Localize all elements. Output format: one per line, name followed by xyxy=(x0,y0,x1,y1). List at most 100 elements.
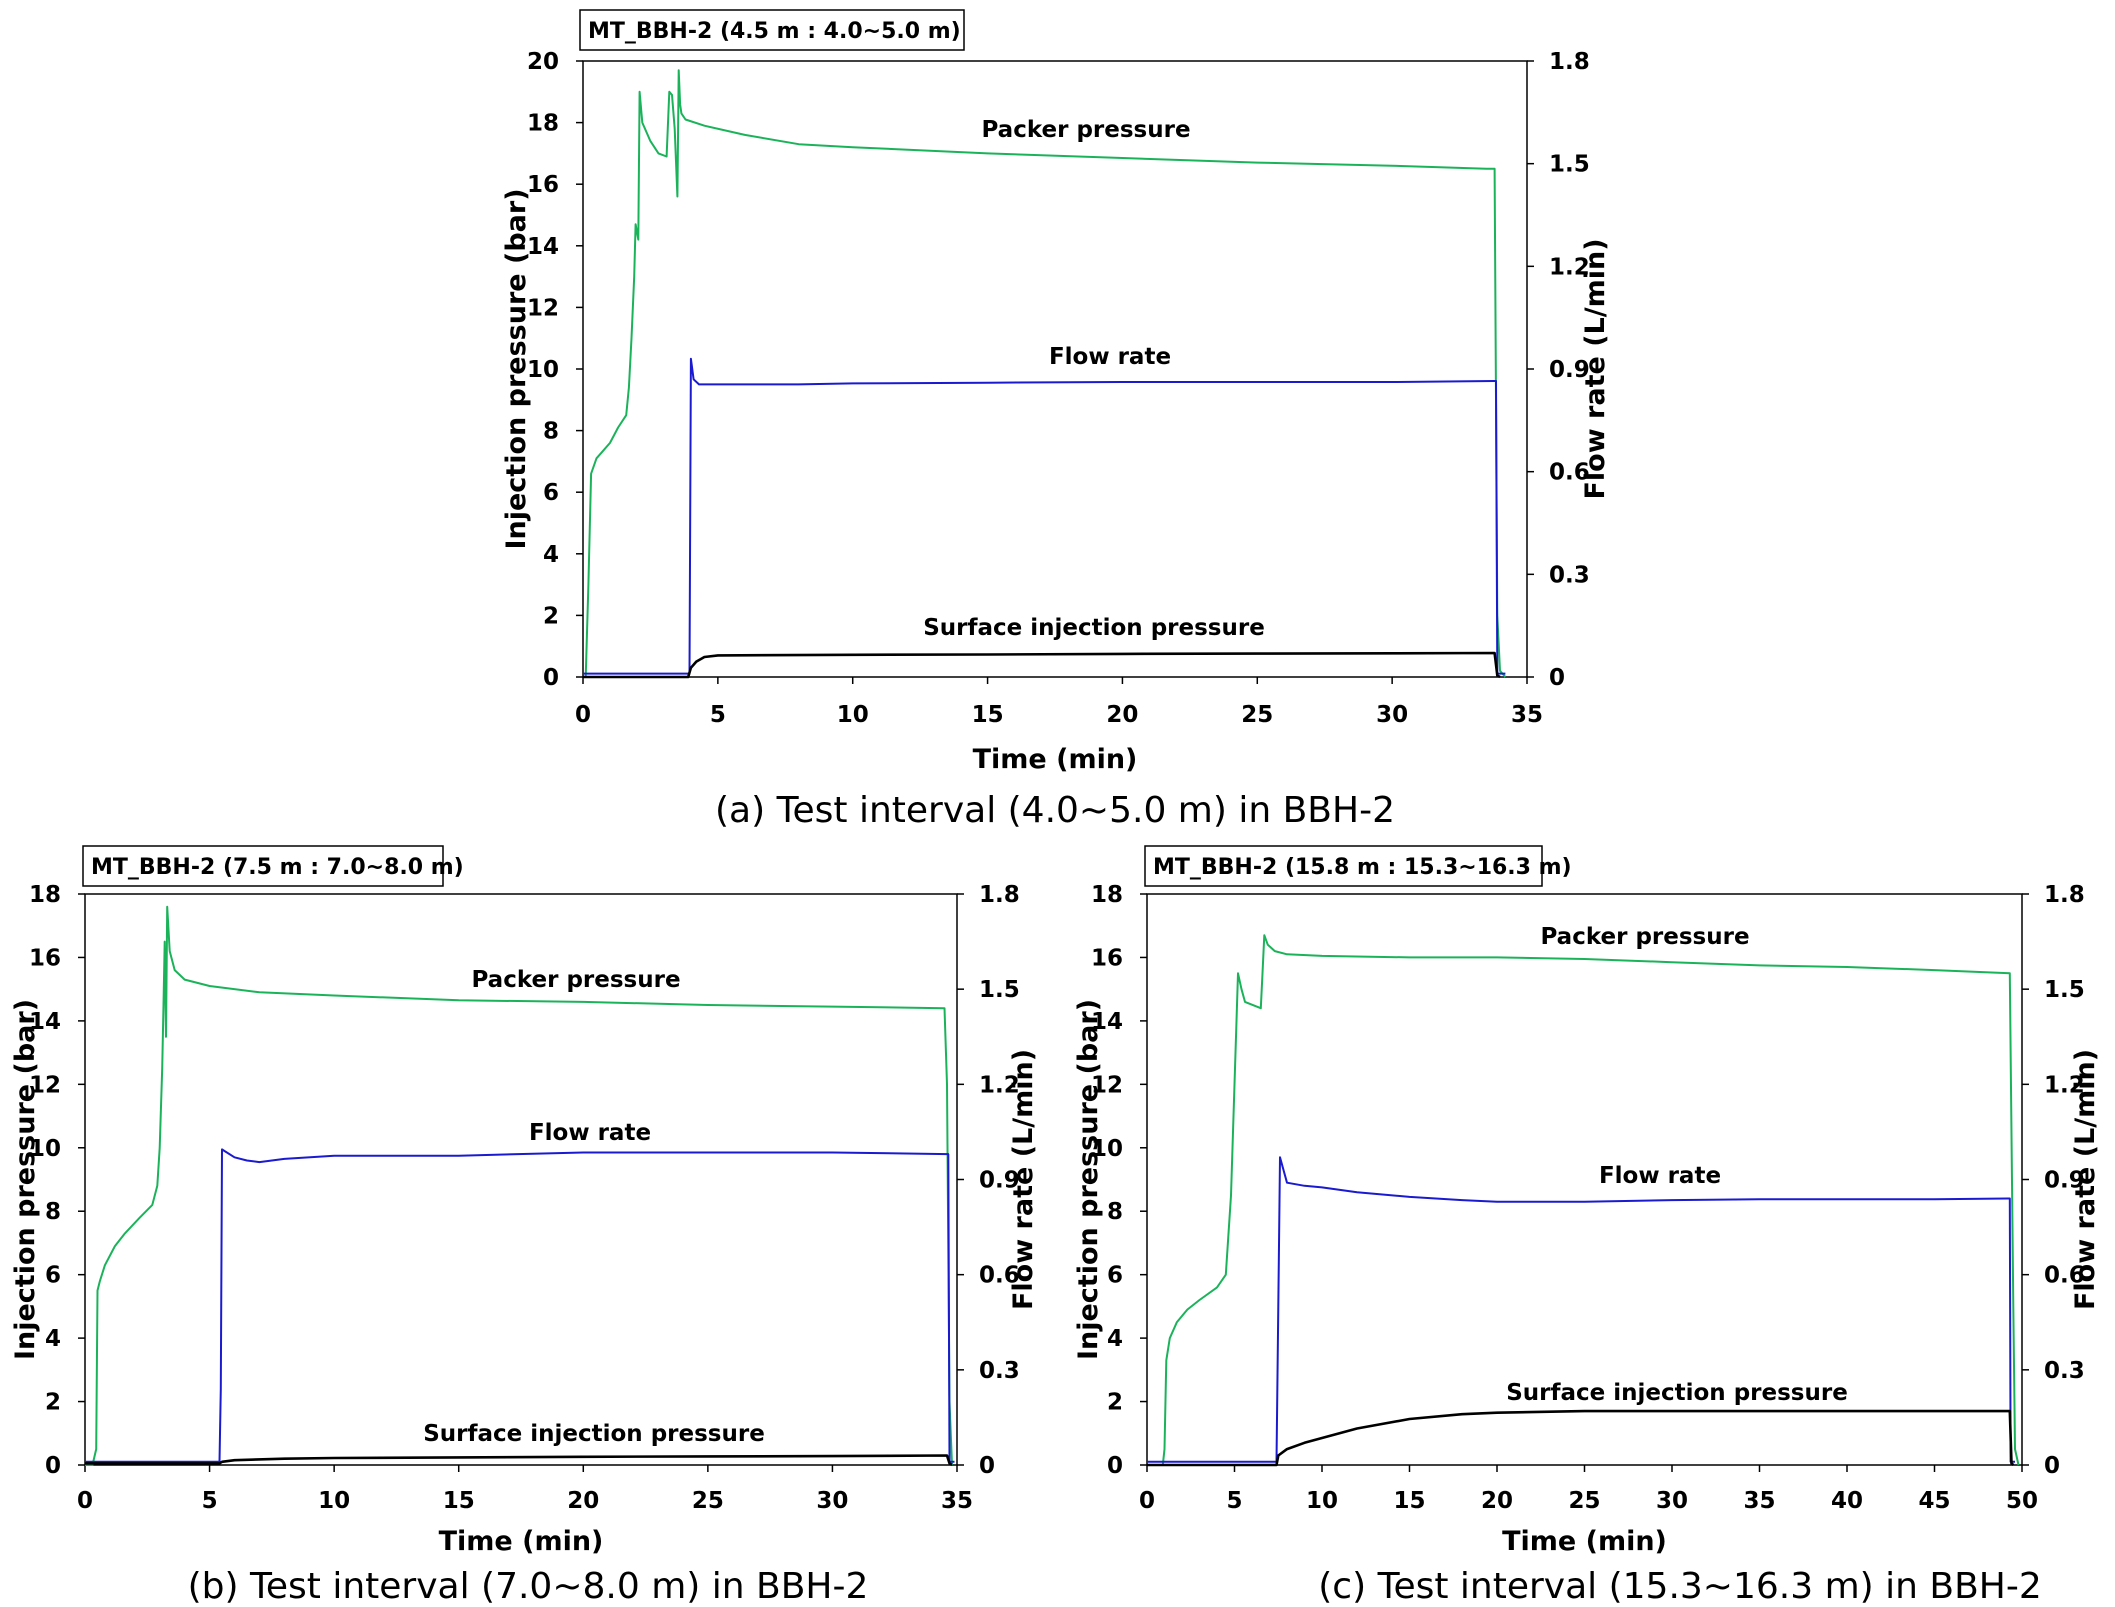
x-tick-label: 40 xyxy=(1831,1488,1863,1514)
y2-tick-label: 1.8 xyxy=(979,882,1020,908)
y-tick-label: 10 xyxy=(29,1136,61,1162)
y-tick-label: 12 xyxy=(29,1072,61,1098)
y-tick-label: 2 xyxy=(543,603,559,629)
series-annotation: Packer pressure xyxy=(1540,924,1749,950)
x-tick-label: 35 xyxy=(1743,1488,1775,1514)
y2-tick-label: 0.6 xyxy=(2044,1263,2085,1289)
y-tick-label: 18 xyxy=(29,882,61,908)
surface-injection-pressure-line xyxy=(1147,1409,2015,1467)
y2-tick-label: 1.2 xyxy=(1549,254,1590,280)
series-annotation: Flow rate xyxy=(1599,1163,1721,1189)
y-tick-label: 4 xyxy=(1107,1326,1123,1352)
x-tick-label: 45 xyxy=(1918,1488,1950,1514)
surface-injection-pressure-line xyxy=(85,1454,953,1467)
x-tick-label: 15 xyxy=(443,1488,475,1514)
chart-title-box xyxy=(579,9,965,51)
y-tick-label: 4 xyxy=(45,1326,61,1352)
x-tick-label: 30 xyxy=(816,1488,848,1514)
x-tick-label: 30 xyxy=(1656,1488,1688,1514)
y2-axis-title: Flow rate (L/min) xyxy=(1580,238,1611,499)
chart-title: MT_BBH-2 (15.8 m : 15.3~16.3 m) xyxy=(1153,855,1572,880)
y-tick-label: 8 xyxy=(45,1199,61,1225)
x-tick-label: 20 xyxy=(1481,1488,1513,1514)
y-tick-label: 8 xyxy=(543,419,559,445)
series-annotation: Flow rate xyxy=(529,1120,651,1146)
y2-tick-label: 0.9 xyxy=(2044,1168,2085,1194)
y2-tick-label: 1.2 xyxy=(979,1072,1020,1098)
y-tick-label: 0 xyxy=(45,1453,61,1479)
x-tick-label: 35 xyxy=(941,1488,973,1514)
y2-tick-label: 0 xyxy=(1549,665,1565,691)
x-tick-label: 0 xyxy=(77,1488,93,1514)
series-annotation: Surface injection pressure xyxy=(923,615,1265,641)
y-tick-label: 18 xyxy=(1091,882,1123,908)
y-tick-label: 12 xyxy=(527,295,559,321)
x-tick-label: 5 xyxy=(1226,1488,1242,1514)
y-tick-label: 6 xyxy=(45,1263,61,1289)
y-axis-title: Injection pressure (bar) xyxy=(1073,999,1104,1360)
x-tick-label: 15 xyxy=(972,702,1004,728)
y-axis-title: Injection pressure (bar) xyxy=(501,188,532,549)
panel-caption: (a) Test interval (4.0~5.0 m) in BBH-2 xyxy=(715,790,1395,831)
chart-title: MT_BBH-2 (7.5 m : 7.0~8.0 m) xyxy=(91,855,464,880)
x-tick-label: 5 xyxy=(710,702,726,728)
chart-title-box xyxy=(82,845,444,887)
chart-panel-b: MT_BBH-2 (7.5 m : 7.0~8.0 m)0 5 10 15 20 25 30… xyxy=(10,845,1039,1607)
y-tick-label: 14 xyxy=(527,234,559,260)
x-tick-label: 20 xyxy=(567,1488,599,1514)
y2-tick-label: 1.8 xyxy=(2044,882,2085,908)
y2-axis-title: Flow rate (L/min) xyxy=(2070,1049,2101,1310)
series-annotation: Packer pressure xyxy=(471,967,680,993)
x-tick-label: 10 xyxy=(837,702,869,728)
series-annotation: Surface injection pressure xyxy=(1506,1380,1848,1406)
y-tick-label: 6 xyxy=(543,480,559,506)
y-tick-label: 2 xyxy=(45,1390,61,1416)
x-tick-label: 0 xyxy=(575,702,591,728)
y-tick-label: 16 xyxy=(1091,945,1123,971)
y-tick-label: 4 xyxy=(543,542,559,568)
x-tick-label: 15 xyxy=(1393,1488,1425,1514)
y2-tick-label: 1.5 xyxy=(979,977,1020,1003)
y2-tick-label: 1.5 xyxy=(1549,152,1590,178)
y-tick-label: 10 xyxy=(527,357,559,383)
y-tick-label: 18 xyxy=(527,111,559,137)
x-axis-title: Time (min) xyxy=(1502,1526,1667,1557)
surface-injection-pressure-line xyxy=(583,651,1501,679)
x-tick-label: 10 xyxy=(318,1488,350,1514)
y2-tick-label: 1.5 xyxy=(2044,977,2085,1003)
y-tick-label: 0 xyxy=(543,665,559,691)
x-tick-label: 30 xyxy=(1376,702,1408,728)
panel-caption: (b) Test interval (7.0~8.0 m) in BBH-2 xyxy=(188,1566,869,1607)
y-tick-label: 16 xyxy=(29,945,61,971)
packer-pressure-line xyxy=(583,69,1507,678)
y-tick-label: 20 xyxy=(527,49,559,75)
series-annotation: Packer pressure xyxy=(981,117,1190,143)
y2-tick-label: 0.6 xyxy=(979,1263,1020,1289)
y-tick-label: 14 xyxy=(29,1009,61,1035)
y-tick-label: 10 xyxy=(1091,1136,1123,1162)
x-tick-label: 0 xyxy=(1139,1488,1155,1514)
y-tick-label: 14 xyxy=(1091,1009,1123,1035)
chart-panel-a: MT_BBH-2 (4.5 m : 4.0~5.0 m)0 5 10 15 20 25 30… xyxy=(501,9,1611,831)
packer-pressure-line xyxy=(85,905,953,1466)
y-axis-title: Injection pressure (bar) xyxy=(10,999,41,1360)
panel-caption: (c) Test interval (15.3~16.3 m) in BBH-2 xyxy=(1318,1566,2042,1607)
y-tick-label: 2 xyxy=(1107,1390,1123,1416)
y2-axis-title: Flow rate (L/min) xyxy=(1008,1049,1039,1310)
y-tick-label: 6 xyxy=(1107,1263,1123,1289)
x-tick-label: 10 xyxy=(1306,1488,1338,1514)
x-tick-label: 20 xyxy=(1106,702,1138,728)
y2-tick-label: 1.2 xyxy=(2044,1072,2085,1098)
y2-tick-label: 0.3 xyxy=(979,1358,1020,1384)
chart-panel-c: MT_BBH-2 (15.8 m : 15.3~16.3 m)0 5 10 15 20 2… xyxy=(1073,845,2101,1607)
y2-tick-label: 0 xyxy=(979,1453,995,1479)
x-tick-label: 25 xyxy=(692,1488,724,1514)
y-tick-label: 8 xyxy=(1107,1199,1123,1225)
y-tick-label: 0 xyxy=(1107,1453,1123,1479)
y2-tick-label: 1.8 xyxy=(1549,49,1590,75)
y-tick-label: 12 xyxy=(1091,1072,1123,1098)
x-tick-label: 5 xyxy=(202,1488,218,1514)
x-axis-title: Time (min) xyxy=(439,1526,604,1557)
y2-tick-label: 0.6 xyxy=(1549,460,1590,486)
